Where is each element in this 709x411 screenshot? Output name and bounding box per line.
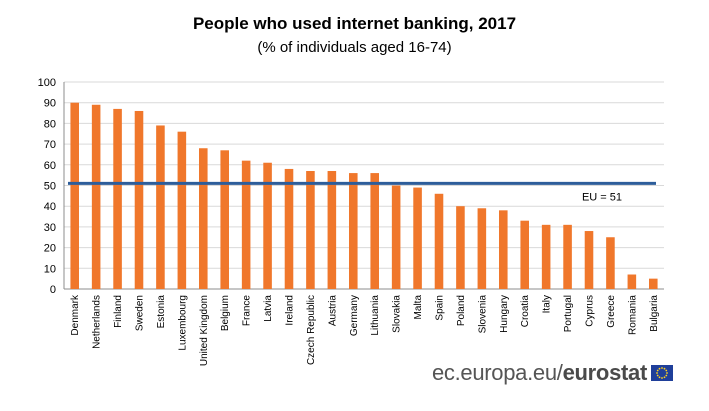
bar	[584, 231, 594, 289]
x-tick-label: Bulgaria	[649, 295, 660, 332]
y-tick-label: 100	[38, 77, 56, 89]
x-tick-label: Czech Republic	[306, 295, 317, 365]
bar	[70, 102, 79, 289]
bar	[284, 168, 294, 289]
bar	[241, 160, 251, 289]
x-tick-label: Portugal	[563, 295, 574, 332]
bar	[91, 104, 101, 290]
brand-site: ec.europa.eu/	[431, 360, 563, 385]
x-tick-label: Cyprus	[585, 295, 596, 327]
x-tick-label: Greece	[606, 295, 617, 328]
x-tick-label: Germany	[349, 295, 360, 336]
x-tick-label: Spain	[435, 295, 446, 321]
x-tick-label: United Kingdom	[199, 295, 210, 366]
bar	[649, 278, 658, 289]
y-tick-label: 10	[44, 263, 56, 275]
x-tick-label: Lithuania	[370, 295, 381, 336]
x-tick-label: Sweden	[135, 295, 146, 331]
bar	[113, 108, 122, 289]
bar	[349, 173, 358, 289]
bar	[199, 148, 208, 289]
bar	[134, 110, 144, 289]
eu-average-label: EU = 51	[582, 191, 622, 203]
x-tick-label: Slovakia	[392, 295, 403, 333]
chart-title: People who used internet banking, 2017	[192, 14, 517, 33]
x-tick-label: Italy	[542, 295, 553, 313]
bar	[220, 150, 229, 289]
bar	[456, 206, 465, 289]
x-tick-label: Luxembourg	[177, 295, 188, 351]
bar	[477, 208, 487, 289]
x-tick-label: Denmark	[70, 294, 81, 336]
eu-flag-icon	[651, 365, 673, 381]
x-tick-label: Poland	[456, 295, 467, 326]
x-tick-label: Malta	[413, 295, 424, 320]
x-tick-label: Croatia	[520, 295, 531, 328]
bar	[391, 185, 401, 289]
x-tick-label: Slovenia	[477, 295, 488, 334]
brand-name: eurostat	[562, 360, 648, 385]
y-tick-label: 70	[44, 139, 56, 151]
eurostat-branding: ec.europa.eu/eurostat	[432, 360, 673, 386]
bar	[327, 171, 337, 289]
y-tick-label: 20	[44, 243, 56, 255]
bar	[263, 162, 272, 289]
bar	[156, 125, 165, 289]
bar	[606, 237, 615, 289]
bar	[306, 171, 315, 289]
x-tick-label: Belgium	[220, 295, 231, 331]
x-tick-label: France	[242, 295, 253, 327]
bar	[434, 193, 444, 289]
x-tick-label: Netherlands	[92, 295, 103, 349]
y-tick-label: 40	[44, 201, 56, 213]
y-tick-label: 0	[50, 284, 56, 296]
x-tick-label: Estonia	[156, 295, 167, 329]
y-tick-label: 60	[44, 160, 56, 172]
chart-subtitle: (% of individuals aged 16-74)	[257, 39, 452, 56]
bar	[563, 224, 572, 289]
y-tick-label: 90	[44, 98, 56, 110]
bar	[541, 224, 551, 289]
bar	[520, 220, 529, 289]
bar	[627, 274, 637, 289]
x-tick-label: Finland	[113, 295, 124, 328]
x-tick-label: Ireland	[285, 295, 296, 326]
x-tick-label: Austria	[327, 295, 338, 327]
y-tick-label: 30	[44, 222, 56, 234]
bar	[177, 131, 187, 289]
bar	[370, 173, 379, 289]
bar	[499, 210, 508, 289]
y-tick-label: 50	[44, 181, 56, 193]
y-tick-label: 80	[44, 118, 56, 130]
x-tick-label: Hungary	[499, 295, 510, 333]
x-tick-label: Latvia	[263, 295, 274, 322]
bar	[413, 187, 422, 289]
x-tick-label: Romania	[627, 295, 638, 335]
